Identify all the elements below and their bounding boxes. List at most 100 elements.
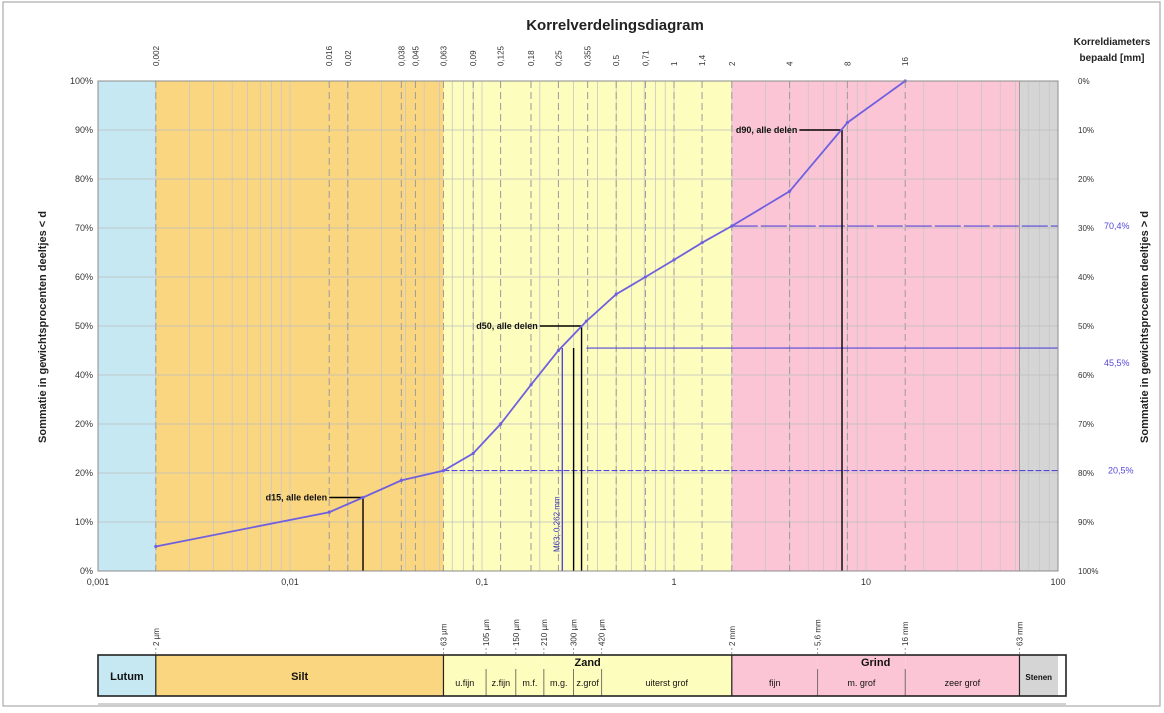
class-cell-label: uiterst grof xyxy=(645,678,688,688)
y-axis-left-label: Sommatie in gewichtsprocenten deeltjes <… xyxy=(37,211,49,443)
y-tick-label-right: 80% xyxy=(1078,469,1094,478)
class-cell-label: m.f. xyxy=(522,678,537,688)
bottom-size-label: 16 mm xyxy=(901,621,910,646)
series-point xyxy=(361,495,365,500)
top-axis-title-line2: bepaald [mm] xyxy=(1079,53,1144,64)
y-tick-label-left: 100% xyxy=(70,76,93,86)
m63-label: M63; 0,262 mm xyxy=(552,496,561,552)
top-sieve-label: 0,038 xyxy=(397,45,406,66)
series-point xyxy=(614,292,618,296)
top-sieve-label: 1,4 xyxy=(698,54,707,66)
series-point xyxy=(441,468,446,473)
ref-label-20-5: 20,5% xyxy=(1108,466,1134,476)
d15-label: d15, alle delen xyxy=(266,493,328,503)
class-cell-bg xyxy=(515,655,544,696)
top-sieve-label: 0,063 xyxy=(439,45,448,66)
y-axis-right-label: Sommatie in gewichtsprocenten deeltjes >… xyxy=(1139,211,1151,443)
class-cell-label: zeer grof xyxy=(945,678,981,688)
x-tick-label: 0,1 xyxy=(476,577,489,587)
top-sieve-label: 8 xyxy=(843,61,852,66)
series-point xyxy=(471,451,475,455)
series-point xyxy=(399,478,403,482)
top-sieve-label: 2 xyxy=(728,61,737,66)
labels-layer: d15, alle delen d50, alle delen d90, alle … xyxy=(266,125,1134,552)
y-tick-label-right: 10% xyxy=(1078,126,1094,135)
series-point xyxy=(730,224,734,228)
top-sieve-label: 0,125 xyxy=(497,45,506,66)
class-cell-bg xyxy=(905,655,1020,696)
y-tick-label-right: 90% xyxy=(1078,518,1094,527)
top-sieve-label: 0,5 xyxy=(612,54,621,66)
bottom-size-label: 2 mm xyxy=(728,626,737,646)
y-tick-label-right: 20% xyxy=(1078,175,1094,184)
series-point xyxy=(700,241,704,245)
y-tick-label-left: 40% xyxy=(75,370,93,380)
bottom-size-label: 5,6 mm xyxy=(814,619,823,646)
class-cell-bg xyxy=(573,655,602,696)
y-tick-label-right: 60% xyxy=(1078,371,1094,380)
class-cell-bg xyxy=(155,655,444,696)
class-cell-label: u.fijn xyxy=(455,678,474,688)
class-cell-label: Lutum xyxy=(110,671,144,683)
class-cell-bg xyxy=(443,655,487,696)
top-sieve-label: 0,002 xyxy=(152,45,161,66)
series-point xyxy=(499,422,503,426)
class-cell-label: z.fijn xyxy=(492,678,511,688)
bottom-size-label: 420 µm xyxy=(598,619,607,646)
class-cell-bg xyxy=(601,655,732,696)
classification-frame xyxy=(97,654,1067,697)
bottom-size-label: 210 µm xyxy=(540,619,549,646)
series-point xyxy=(529,383,533,387)
bottom-size-label: 63 mm xyxy=(1015,621,1024,646)
top-sieve-label: 0,045 xyxy=(411,45,420,66)
top-sieve-label: 0,016 xyxy=(325,45,334,66)
series-point xyxy=(643,275,648,279)
y-tick-label-right: 50% xyxy=(1078,322,1094,331)
series-point xyxy=(845,121,849,125)
class-cell-label: z.grof xyxy=(576,678,599,688)
bottom-size-label: 2 µm xyxy=(152,628,161,646)
reference-lines xyxy=(329,129,1058,571)
series-point xyxy=(584,319,589,323)
bottom-size-label: 150 µm xyxy=(512,619,521,646)
plot-frame xyxy=(97,80,1059,572)
bottom-size-label: 300 µm xyxy=(570,619,579,646)
class-cell-bg xyxy=(98,655,156,696)
x-tick-label: 10 xyxy=(861,577,871,587)
series-layer xyxy=(154,79,907,549)
y-tick-label-left: 20% xyxy=(75,468,93,478)
class-cell-label: Silt xyxy=(291,671,308,683)
class-cell-label: m.g. xyxy=(550,678,568,688)
y-tick-label-left: 90% xyxy=(75,125,93,135)
ref-label-70-4: 70,4% xyxy=(1104,221,1130,231)
top-sieve-label: 0,71 xyxy=(641,50,650,66)
class-cell-label: m. grof xyxy=(847,678,876,688)
y-tick-label-right: 0% xyxy=(1078,77,1090,86)
bottom-size-label: 105 µm xyxy=(482,619,491,646)
top-sieve-label: 0,355 xyxy=(584,45,593,66)
y-tick-label-left: 0% xyxy=(80,566,93,576)
top-sieve-label: 0,02 xyxy=(344,50,353,66)
bottom-size-label: 63 µm xyxy=(439,623,448,646)
x-tick-label: 0,001 xyxy=(87,577,110,587)
y-tick-label-right: 40% xyxy=(1078,273,1094,282)
class-cell-bg xyxy=(486,655,516,696)
series-line xyxy=(155,80,906,548)
top-sieve-label: 0,25 xyxy=(554,50,563,66)
x-tick-label: 1 xyxy=(671,577,676,587)
y-tick-label-left: 60% xyxy=(75,272,93,282)
chart-title: Korrelverdelingsdiagram xyxy=(526,17,704,34)
top-sieve-label: 0,09 xyxy=(469,50,478,66)
class-cell-bg xyxy=(1019,655,1058,696)
top-axis-title-line1: Korreldiameters xyxy=(1074,37,1151,48)
y-tick-label-left: 50% xyxy=(75,321,93,331)
top-sieve-label: 1 xyxy=(670,61,679,66)
class-group-label: Grind xyxy=(861,657,890,669)
y-tick-label-left: 20% xyxy=(75,419,93,429)
x-tick-label: 0,01 xyxy=(281,577,299,587)
top-sieve-label: 0,18 xyxy=(527,50,536,66)
y-tick-label-left: 80% xyxy=(75,174,93,184)
top-sieve-label: 16 xyxy=(901,57,910,66)
y-tick-label-left: 10% xyxy=(75,517,93,527)
